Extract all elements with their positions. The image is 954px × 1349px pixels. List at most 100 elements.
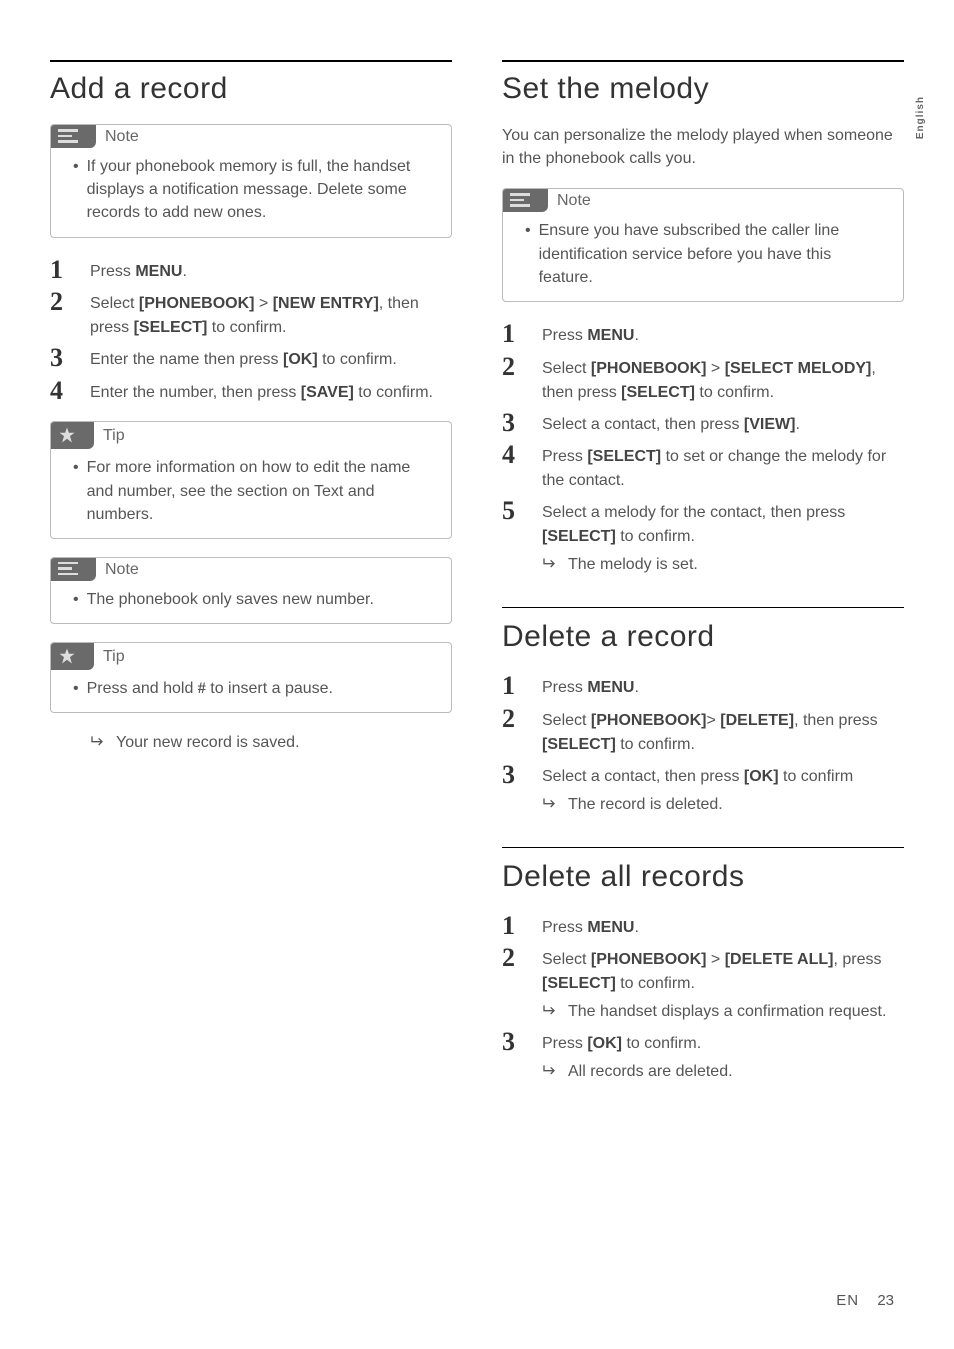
heading-set-melody: Set the melody	[502, 72, 904, 106]
step-number: 2	[50, 288, 90, 317]
result-text: All records are deleted.	[568, 1060, 733, 1084]
result-arrow-icon	[90, 734, 106, 748]
result-arrow-icon	[542, 1063, 558, 1077]
note-text: If your phonebook memory is full, the ha…	[73, 155, 437, 225]
step-number: 4	[502, 441, 542, 470]
step: 4 Enter the number, then press [SAVE] to…	[50, 377, 452, 406]
note-text: The phonebook only saves new number.	[73, 588, 437, 611]
step: 2 Select [PHONEBOOK] > [NEW ENTRY], then…	[50, 288, 452, 340]
step: 5 Select a melody for the contact, then …	[502, 497, 904, 577]
step-text: Select [PHONEBOOK] > [NEW ENTRY], then p…	[90, 288, 452, 340]
step-text: Select a contact, then press [VIEW].	[542, 409, 904, 437]
result-line: The record is deleted.	[542, 793, 904, 817]
step: 3 Select a contact, then press [VIEW].	[502, 409, 904, 438]
tip-callout: Tip Press and hold # to insert a pause.	[50, 642, 452, 713]
step-number: 3	[502, 1028, 542, 1057]
step-number: 3	[502, 761, 542, 790]
tip-text: Press and hold # to insert a pause.	[73, 677, 437, 700]
note-badge	[50, 557, 96, 581]
section-rule	[502, 60, 904, 62]
tip-callout: Tip For more information on how to edit …	[50, 421, 452, 539]
page-columns: Add a record Note If your phonebook memo…	[50, 60, 904, 1114]
note-badge	[50, 124, 96, 148]
section-delete-record: Delete a record 1 Press MENU. 2 Select […	[502, 607, 904, 817]
step-number: 1	[50, 256, 90, 285]
note-icon	[510, 193, 530, 207]
result-arrow-icon	[542, 1003, 558, 1017]
step-text: Select [PHONEBOOK] > [DELETE ALL], press…	[542, 944, 904, 1024]
step-text: Press MENU.	[542, 912, 904, 940]
result-line: The handset displays a confirmation requ…	[542, 1000, 904, 1024]
step: 4 Press [SELECT] to set or change the me…	[502, 441, 904, 493]
tip-icon	[58, 426, 76, 444]
step-text: Select a contact, then press [OK] to con…	[542, 761, 904, 817]
step: 1 Press MENU.	[502, 912, 904, 941]
result-text: The melody is set.	[568, 553, 698, 577]
tip-badge	[50, 421, 94, 449]
step-number: 3	[50, 344, 90, 373]
footer-page-number: 23	[877, 1292, 894, 1309]
step: 3 Select a contact, then press [OK] to c…	[502, 761, 904, 817]
step-number: 1	[502, 672, 542, 701]
section-rule	[502, 607, 904, 608]
result-arrow-icon	[542, 556, 558, 570]
result-line: The melody is set.	[542, 553, 904, 577]
note-label: Note	[105, 561, 139, 579]
note-badge	[502, 188, 548, 212]
heading-delete-all: Delete all records	[502, 860, 904, 894]
step-number: 5	[502, 497, 542, 526]
note-icon	[58, 562, 78, 576]
section-rule	[50, 60, 452, 62]
intro-text: You can personalize the melody played wh…	[502, 124, 904, 170]
note-icon	[58, 129, 78, 143]
result-line: Your new record is saved.	[90, 731, 452, 755]
right-column: Set the melody You can personalize the m…	[502, 60, 904, 1114]
section-rule	[502, 847, 904, 848]
step: 1 Press MENU.	[502, 672, 904, 701]
steps-delete-record: 1 Press MENU. 2 Select [PHONEBOOK]> [DEL…	[502, 672, 904, 817]
step-text: Enter the name then press [OK] to confir…	[90, 344, 452, 372]
step: 1 Press MENU.	[502, 320, 904, 349]
tip-label: Tip	[103, 427, 125, 445]
step-text: Press MENU.	[90, 256, 452, 284]
step-number: 1	[502, 320, 542, 349]
step: 2 Select [PHONEBOOK]> [DELETE], then pre…	[502, 705, 904, 757]
step-text: Select [PHONEBOOK] > [SELECT MELODY], th…	[542, 353, 904, 405]
tip-icon	[58, 647, 76, 665]
step: 1 Press MENU.	[50, 256, 452, 285]
result-arrow-icon	[542, 796, 558, 810]
step: 2 Select [PHONEBOOK] > [DELETE ALL], pre…	[502, 944, 904, 1024]
step-number: 3	[502, 409, 542, 438]
step-text: Select [PHONEBOOK]> [DELETE], then press…	[542, 705, 904, 757]
section-set-melody: Set the melody You can personalize the m…	[502, 60, 904, 577]
note-callout: Note Ensure you have subscribed the call…	[502, 188, 904, 302]
result-text: The record is deleted.	[568, 793, 723, 817]
steps-set-melody: 1 Press MENU. 2 Select [PHONEBOOK] > [SE…	[502, 320, 904, 577]
note-callout: Note If your phonebook memory is full, t…	[50, 124, 452, 238]
step-number: 4	[50, 377, 90, 406]
section-add-record: Add a record Note If your phonebook memo…	[50, 60, 452, 755]
step-text: Enter the number, then press [SAVE] to c…	[90, 377, 452, 405]
hash-key-icon: #	[198, 680, 206, 697]
step-text: Press MENU.	[542, 672, 904, 700]
left-column: Add a record Note If your phonebook memo…	[50, 60, 452, 1114]
step: 3 Press [OK] to confirm. All records are…	[502, 1028, 904, 1084]
heading-add-record: Add a record	[50, 72, 452, 106]
result-text: The handset displays a confirmation requ…	[568, 1000, 886, 1024]
step-number: 2	[502, 353, 542, 382]
step: 2 Select [PHONEBOOK] > [SELECT MELODY], …	[502, 353, 904, 405]
heading-delete-record: Delete a record	[502, 620, 904, 654]
note-text: Ensure you have subscribed the caller li…	[525, 219, 889, 289]
footer-lang: EN	[836, 1292, 859, 1309]
page-footer: EN 23	[836, 1292, 894, 1309]
tip-label: Tip	[103, 648, 125, 666]
step-number: 1	[502, 912, 542, 941]
step-text: Press [SELECT] to set or change the melo…	[542, 441, 904, 493]
step-number: 2	[502, 705, 542, 734]
steps-add-record: 1 Press MENU. 2 Select [PHONEBOOK] > [NE…	[50, 256, 452, 406]
step-text: Press [OK] to confirm. All records are d…	[542, 1028, 904, 1084]
result-line: All records are deleted.	[542, 1060, 904, 1084]
step-text: Press MENU.	[542, 320, 904, 348]
tip-badge	[50, 642, 94, 670]
note-label: Note	[105, 128, 139, 146]
